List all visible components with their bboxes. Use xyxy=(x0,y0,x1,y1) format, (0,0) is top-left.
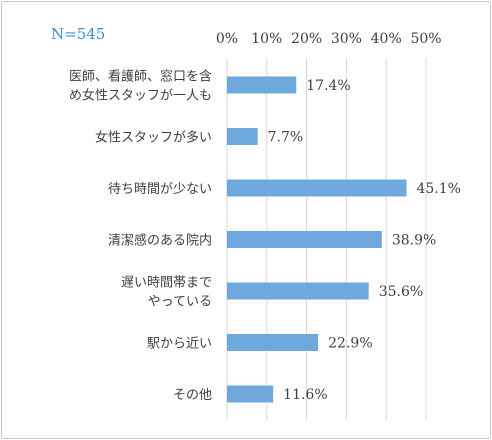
x-axis-tick-labels: 0% 10% 20% 30% 40% 50% xyxy=(216,31,442,47)
data-labels: 17.4% 7.7% 45.1% 38.9% 35.6% 22.9% 11.6% xyxy=(268,78,461,403)
x-tick-label: 50% xyxy=(410,31,441,47)
x-tick-label: 30% xyxy=(331,31,362,47)
category-label: 駅から近い xyxy=(147,337,212,352)
category-label: 清潔感のある院内 xyxy=(108,233,212,249)
category-label: 女性スタッフが多い xyxy=(95,130,212,146)
category-label: 待ち時間が少ない xyxy=(108,182,212,197)
category-label: 遅い時間帯までやっている xyxy=(121,276,212,310)
bar xyxy=(227,282,369,300)
bar xyxy=(227,179,407,197)
data-label: 38.9% xyxy=(392,233,436,249)
bar xyxy=(227,76,297,94)
x-tick-label: 0% xyxy=(216,31,238,47)
x-tick-label: 20% xyxy=(291,31,322,47)
category-label: その他 xyxy=(173,388,212,403)
category-label: 医師、看護師、窓口を含め女性スタッフが一人も xyxy=(69,69,212,104)
data-label: 11.6% xyxy=(283,387,327,403)
data-label: 35.6% xyxy=(379,284,423,300)
x-tick-label: 10% xyxy=(251,31,282,47)
gridlines xyxy=(226,58,427,420)
category-labels: 医師、看護師、窓口を含め女性スタッフが一人も女性スタッフが多い待ち時間が少ない清… xyxy=(69,69,212,404)
bar xyxy=(227,385,274,403)
bar xyxy=(227,128,258,145)
x-tick-label: 40% xyxy=(371,31,402,47)
bar xyxy=(227,231,382,248)
bars xyxy=(227,76,407,403)
data-label: 17.4% xyxy=(306,78,350,94)
data-label: 45.1% xyxy=(416,181,460,197)
data-label: 22.9% xyxy=(328,336,372,352)
bar xyxy=(227,334,319,351)
data-label: 7.7% xyxy=(268,130,304,146)
sample-size-label: N=545 xyxy=(51,25,105,43)
